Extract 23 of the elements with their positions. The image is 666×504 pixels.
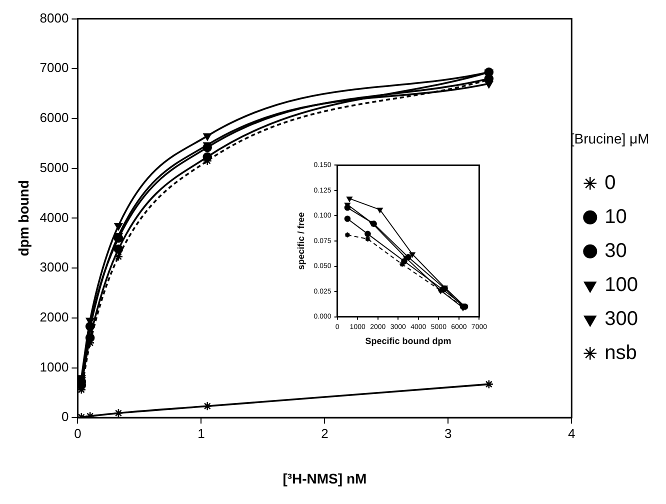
- x-axis-title: Specific bound dpm: [365, 336, 452, 346]
- legend-label: 0: [604, 172, 616, 194]
- x-tick-label: 1: [198, 426, 205, 441]
- y-axis-title: dpm bound: [15, 180, 32, 256]
- y-tick-label: 7000: [40, 60, 69, 76]
- legend-label: 300: [604, 308, 638, 330]
- y-tick-label: 6000: [40, 110, 69, 126]
- y-tick-label: 1000: [40, 359, 69, 374]
- x-tick-label: 3: [444, 426, 452, 441]
- legend-label: nsb: [604, 342, 637, 364]
- x-axis-title: [³H-NMS] nM: [282, 470, 367, 486]
- legend-label: 10: [604, 206, 627, 228]
- x-tick-label: 4: [568, 426, 576, 441]
- y-tick-label: 8000: [40, 10, 69, 26]
- x-tick-label: 0: [74, 426, 82, 441]
- y-tick-label: 5000: [40, 160, 69, 175]
- x-tick-label: 2: [321, 426, 328, 441]
- y-axis-title: specific / free: [296, 212, 306, 270]
- y-tick-label: 3000: [40, 260, 69, 275]
- legend-label: 30: [604, 240, 627, 262]
- y-tick-label: 4000: [40, 210, 69, 225]
- y-tick-label: 0: [61, 409, 69, 424]
- legend-label: 100: [604, 274, 638, 296]
